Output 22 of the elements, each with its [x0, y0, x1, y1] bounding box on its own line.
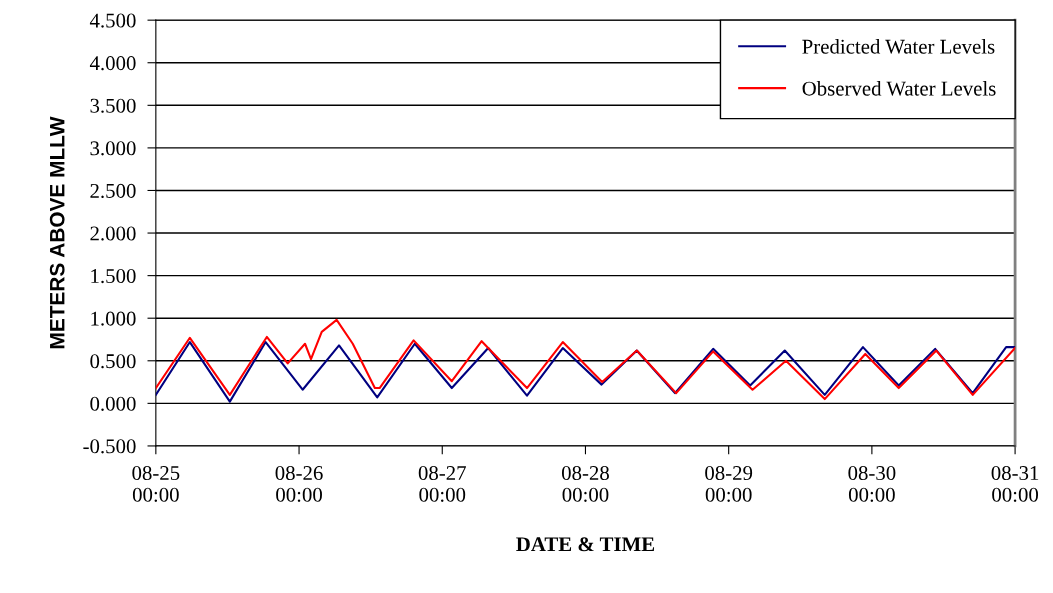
legend-label: Observed Water Levels: [802, 80, 996, 96]
legend-label: Predicted Water Levels: [802, 39, 995, 54]
x-axis-title: DATE & TIME: [516, 537, 655, 552]
y-tick-label: 1.000: [91, 311, 136, 326]
x-tick-label: 08-30 00:00: [848, 465, 896, 502]
y-tick-label: 0.500: [90, 354, 136, 369]
y-tick-label: 2.500: [90, 183, 136, 198]
y-tick-label: 1.500: [91, 269, 136, 284]
y-tick-label: 3.000: [90, 141, 136, 156]
x-tick-label: 08-31 00:00: [991, 465, 1039, 502]
y-tick-label: 3.500: [90, 98, 136, 113]
x-tick-label: 08-26 00:00: [275, 465, 323, 502]
x-tick-label: 08-29 00:00: [705, 465, 753, 502]
x-tick-label: 08-25 00:00: [132, 465, 180, 502]
y-tick-label: -0.500: [83, 439, 136, 454]
y-tick-label: 0.000: [90, 396, 136, 411]
y-axis-title: METERS ABOVE MLLW: [49, 116, 65, 349]
y-tick-label: 4.000: [89, 56, 136, 71]
y-tick-label: 4.500: [89, 13, 136, 28]
x-tick-label: 08-28 00:00: [561, 465, 609, 502]
x-tick-label: 08-27 00:00: [418, 465, 466, 502]
y-tick-label: 2.000: [90, 226, 136, 241]
